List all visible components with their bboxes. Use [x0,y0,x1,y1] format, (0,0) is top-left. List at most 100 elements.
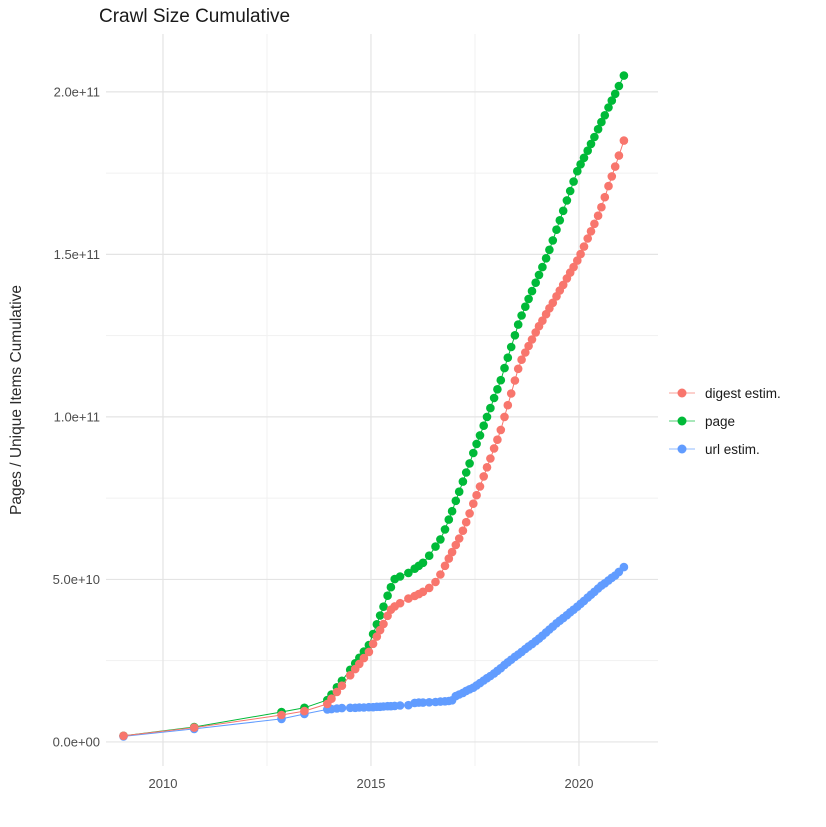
data-point-page[interactable] [489,393,499,403]
data-point-digest-estim[interactable] [506,389,516,398]
data-point-digest-estim[interactable] [482,463,492,472]
data-point-digest-estim[interactable] [119,731,128,741]
data-point-page[interactable] [593,124,603,134]
data-point-digest-estim[interactable] [189,723,199,732]
data-point-digest-estim[interactable] [379,619,388,629]
data-point-url-estim[interactable] [619,562,629,572]
data-point-digest-estim[interactable] [461,517,471,527]
data-point-digest-estim[interactable] [569,262,578,272]
legend-item-digest-estim[interactable]: digest estim. [668,379,823,407]
data-point-digest-estim[interactable] [513,364,523,374]
data-point-page[interactable] [375,611,385,620]
data-point-digest-estim[interactable] [454,534,464,543]
data-point-digest-estim[interactable] [593,211,603,220]
data-point-page[interactable] [386,582,396,592]
data-point-digest-estim[interactable] [573,256,582,265]
data-point-page[interactable] [541,253,551,263]
data-point-digest-estim[interactable] [619,136,629,145]
data-point-digest-estim[interactable] [558,280,568,290]
data-point-page[interactable] [521,302,530,312]
data-point-url-estim[interactable] [418,698,428,707]
data-point-digest-estim[interactable] [586,227,596,236]
data-point-digest-estim[interactable] [538,316,547,326]
data-point-digest-estim[interactable] [576,249,585,259]
data-point-digest-estim[interactable] [527,335,537,344]
data-point-page[interactable] [614,81,624,91]
data-point-page[interactable] [586,139,596,149]
legend-item-url-estim[interactable]: url estim. [668,435,823,463]
data-point-url-estim[interactable] [337,703,347,713]
data-point-page[interactable] [469,448,478,458]
data-point-digest-estim[interactable] [500,412,509,422]
data-point-page[interactable] [579,153,589,163]
data-point-page[interactable] [590,132,599,142]
data-point-page[interactable] [583,146,592,155]
data-point-page[interactable] [447,506,457,516]
data-point-page[interactable] [576,160,585,169]
data-point-page[interactable] [458,477,468,486]
data-point-digest-estim[interactable] [486,454,495,463]
legend-item-page[interactable]: page [668,407,823,435]
data-point-page[interactable] [404,568,413,578]
data-point-digest-estim[interactable] [300,706,309,716]
data-point-digest-estim[interactable] [517,355,526,365]
data-point-page[interactable] [436,535,445,544]
data-point-page[interactable] [500,363,509,373]
data-point-page[interactable] [548,236,558,245]
data-point-page[interactable] [569,177,578,186]
data-point-digest-estim[interactable] [472,490,481,500]
data-point-digest-estim[interactable] [465,509,474,518]
data-point-page[interactable] [565,186,575,196]
data-point-digest-estim[interactable] [372,632,382,641]
data-point-page[interactable] [379,602,388,611]
data-point-page[interactable] [431,542,440,551]
data-point-digest-estim[interactable] [444,554,454,563]
data-point-page[interactable] [465,459,474,468]
data-point-digest-estim[interactable] [337,681,347,690]
data-point-digest-estim[interactable] [327,694,336,703]
data-point-page[interactable] [479,421,489,431]
data-point-digest-estim[interactable] [277,710,286,720]
data-point-page[interactable] [562,196,572,205]
data-point-digest-estim[interactable] [600,192,610,202]
data-point-page[interactable] [493,385,502,394]
data-point-page[interactable] [395,572,405,581]
data-point-digest-estim[interactable] [355,659,364,669]
data-point-page[interactable] [597,117,606,127]
data-point-page[interactable] [503,353,513,363]
data-point-digest-estim[interactable] [440,561,450,571]
data-point-digest-estim[interactable] [395,598,405,608]
data-point-digest-estim[interactable] [579,242,589,251]
data-point-digest-estim[interactable] [359,653,369,663]
data-point-page[interactable] [558,206,568,216]
data-point-page[interactable] [444,515,454,524]
data-point-page[interactable] [604,103,613,112]
data-point-page[interactable] [510,331,520,340]
data-point-digest-estim[interactable] [503,400,513,410]
data-point-page[interactable] [531,278,540,288]
data-point-page[interactable] [517,311,526,320]
data-point-digest-estim[interactable] [597,202,606,212]
data-point-digest-estim[interactable] [447,547,457,557]
data-point-digest-estim[interactable] [614,151,624,160]
data-point-page[interactable] [552,225,561,234]
data-point-page[interactable] [475,431,485,440]
data-point-digest-estim[interactable] [590,219,599,229]
data-point-digest-estim[interactable] [510,376,520,385]
data-point-digest-estim[interactable] [475,482,485,491]
data-point-page[interactable] [538,262,547,272]
data-point-page[interactable] [513,320,523,329]
data-point-digest-estim[interactable] [368,639,378,649]
data-point-digest-estim[interactable] [436,570,445,579]
data-point-digest-estim[interactable] [479,472,489,481]
data-point-page[interactable] [496,375,506,385]
data-point-digest-estim[interactable] [418,587,428,597]
data-point-page[interactable] [524,294,533,304]
data-point-digest-estim[interactable] [521,348,530,357]
data-point-page[interactable] [461,468,471,477]
data-point-digest-estim[interactable] [345,671,355,680]
data-point-digest-estim[interactable] [469,499,478,509]
data-point-page[interactable] [545,245,554,255]
data-point-digest-estim[interactable] [496,425,506,435]
data-point-page[interactable] [486,403,495,413]
